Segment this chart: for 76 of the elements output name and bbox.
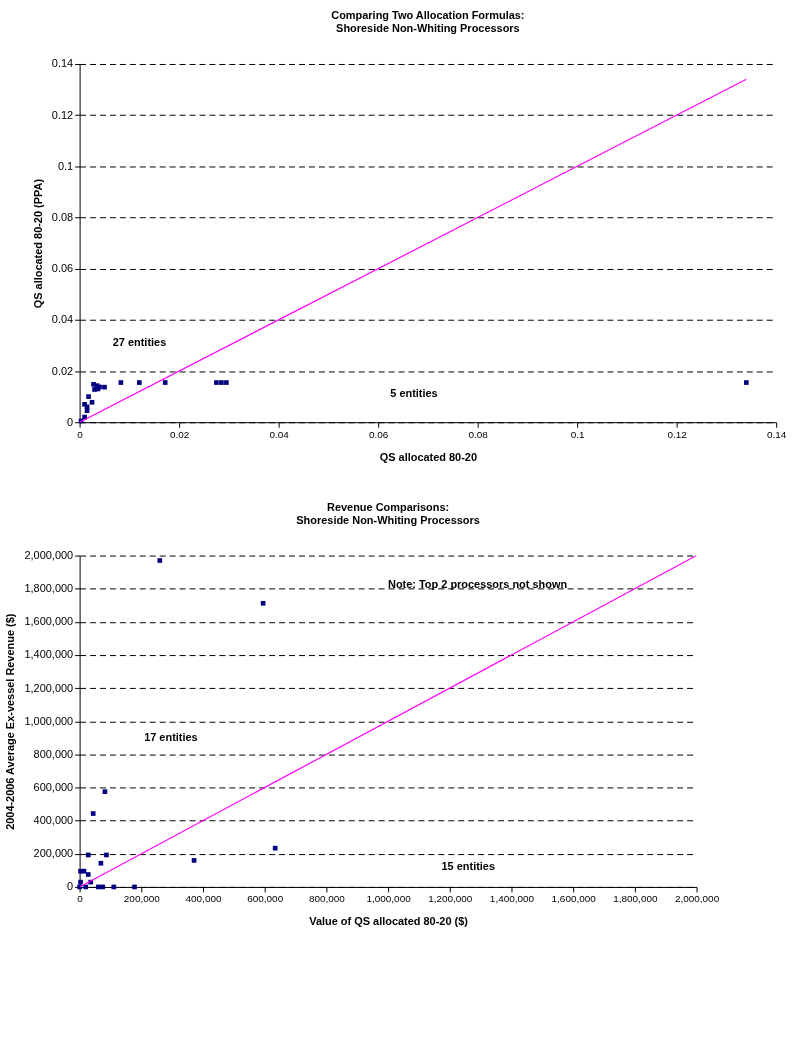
- point: [78, 879, 83, 885]
- x-axis-title: QS allocated 80-20: [379, 450, 478, 463]
- y-tick-label: 800,000: [33, 747, 74, 760]
- point: [132, 884, 137, 890]
- x-tick-label: 0: [77, 428, 84, 440]
- point: [98, 860, 104, 866]
- x-tick-label: 600,000: [247, 893, 284, 905]
- x-tick-label: 0.06: [368, 428, 389, 440]
- x-axis-title: Value of QS allocated 80-20 ($): [309, 915, 469, 928]
- x-tick-label: 0.08: [468, 428, 489, 440]
- x-tick-label: 400,000: [185, 893, 222, 905]
- point: [118, 380, 124, 385]
- x-tick-label: 1,200,000: [428, 893, 473, 905]
- y-tick-label: 1,800,000: [24, 582, 74, 595]
- point: [162, 380, 168, 385]
- annotation: Note: Top 2 processors not shown: [388, 578, 568, 591]
- point: [85, 872, 91, 877]
- point: [90, 811, 96, 816]
- y-tick-label: 1,200,000: [24, 681, 74, 694]
- x-tick-label: 1,800,000: [613, 893, 658, 905]
- x-tick-label: 200,000: [123, 893, 161, 905]
- text: Shoreside Non-Whiting Processors: [336, 22, 520, 35]
- point: [219, 380, 224, 385]
- text: Comparing Two Allocation Formulas:: [331, 9, 525, 22]
- x-tick-label: 0.04: [269, 428, 290, 440]
- point: [214, 380, 219, 385]
- y-tick-label: 0.08: [51, 211, 74, 223]
- x-tick-label: 0.1: [570, 428, 586, 440]
- x-tick-label: 1,400,000: [489, 893, 535, 905]
- y-tick-label: 2,000,000: [24, 549, 74, 562]
- annotation: 27 entities: [112, 336, 167, 349]
- y-tick-label: 0: [67, 880, 74, 893]
- point: [260, 600, 266, 606]
- y-tick-label: 0.1: [57, 159, 74, 172]
- x-tick-label: 1,600,000: [551, 893, 597, 905]
- point: [272, 845, 278, 851]
- x-tick-label: 0.02: [169, 428, 190, 440]
- x-tick-label: 0: [77, 893, 84, 905]
- point: [224, 380, 229, 385]
- y-tick-label: 0.12: [51, 108, 74, 121]
- text: Revenue Comparisons:: [327, 500, 450, 513]
- annotation: 15 entities: [441, 860, 496, 873]
- annotation: 17 entities: [144, 730, 198, 743]
- point: [84, 408, 90, 414]
- y-tick-label: 600,000: [33, 781, 74, 793]
- x-tick-label: 0.12: [667, 428, 688, 440]
- y-tick-label: 0.06: [51, 262, 74, 275]
- point: [102, 384, 107, 390]
- point: [743, 380, 749, 385]
- point: [102, 789, 108, 794]
- y-axis-title: QS allocated 80-20 (PPA): [31, 178, 44, 309]
- y-tick-label: 1,400,000: [24, 648, 74, 661]
- point: [89, 399, 95, 405]
- point: [191, 858, 197, 863]
- y-tick-label: 400,000: [33, 814, 74, 827]
- y-tick-label: 1,600,000: [24, 615, 74, 628]
- point: [100, 884, 106, 890]
- x-tick-label: 1,000,000: [366, 893, 412, 905]
- y-tick-label: 1,000,000: [24, 714, 74, 727]
- x-tick-label: 0.14: [767, 428, 787, 440]
- point: [136, 380, 142, 385]
- y-tick-label: 0.04: [51, 313, 74, 326]
- point: [86, 394, 91, 399]
- annotation: 5 entities: [390, 386, 438, 399]
- point: [104, 852, 109, 858]
- y-tick-label: 0.14: [51, 57, 74, 70]
- point: [157, 558, 163, 563]
- y-axis-title: 2004-2006 Average Ex-vessel Revenue ($): [4, 613, 17, 830]
- point: [81, 868, 87, 874]
- text: Shoreside Non-Whiting Processors: [296, 513, 480, 526]
- point: [85, 852, 91, 858]
- x-tick-label: 2,000,000: [674, 893, 720, 905]
- x-tick-label: 800,000: [308, 893, 346, 905]
- y-tick-label: 200,000: [33, 847, 74, 860]
- y-tick-label: 0.02: [51, 364, 74, 377]
- y-tick-label: 0: [67, 415, 74, 428]
